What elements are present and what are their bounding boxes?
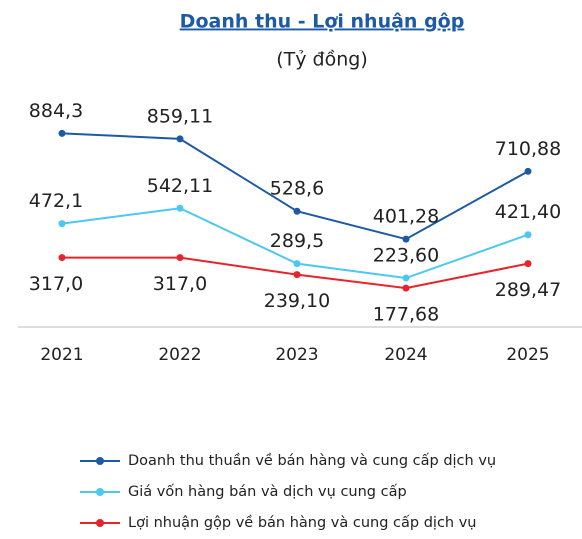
data-point (524, 167, 532, 175)
data-label: 239,10 (264, 290, 330, 312)
legend-label: Doanh thu thuần về bán hàng và cung cấp … (128, 452, 496, 469)
legend-label: Giá vốn hàng bán và dịch vụ cung cấp (128, 483, 407, 500)
data-point (293, 271, 301, 279)
data-point (402, 235, 410, 243)
data-point (176, 204, 184, 212)
data-point (402, 274, 410, 282)
data-label: 401,28 (373, 206, 439, 228)
data-point (58, 220, 66, 228)
data-label: 542,11 (147, 175, 213, 197)
data-point (58, 254, 66, 262)
data-point (524, 231, 532, 239)
legend-marker (96, 457, 104, 465)
data-label: 710,88 (495, 138, 561, 160)
data-point (58, 129, 66, 137)
data-point (524, 260, 532, 268)
legend-label: Lợi nhuận gộp về bán hàng và cung cấp dị… (128, 514, 477, 531)
data-label: 317,0 (29, 273, 83, 295)
data-label: 859,11 (147, 105, 213, 127)
data-label: 317,0 (153, 273, 207, 295)
data-label: 177,68 (373, 304, 439, 326)
data-point (293, 260, 301, 268)
data-label: 223,60 (373, 245, 439, 267)
chart-subtitle: (Tỷ đồng) (276, 49, 368, 71)
chart-title: Doanh thu - Lợi nhuận gộp (180, 11, 465, 33)
data-point (402, 284, 410, 292)
legend-marker (96, 488, 104, 496)
x-tick-label: 2022 (158, 345, 201, 365)
x-tick-label: 2023 (275, 345, 318, 365)
data-point (293, 207, 301, 215)
x-tick-label: 2025 (506, 345, 549, 365)
data-point (176, 254, 184, 262)
data-point (176, 135, 184, 143)
data-label: 884,3 (29, 100, 83, 122)
data-label: 289,5 (270, 230, 324, 252)
data-label: 421,40 (495, 201, 561, 223)
data-label: 289,47 (495, 279, 561, 301)
legend-marker (96, 519, 104, 527)
data-label: 528,6 (270, 178, 324, 200)
data-label: 472,1 (29, 190, 83, 212)
x-tick-label: 2021 (40, 345, 83, 365)
x-tick-label: 2024 (384, 345, 427, 365)
